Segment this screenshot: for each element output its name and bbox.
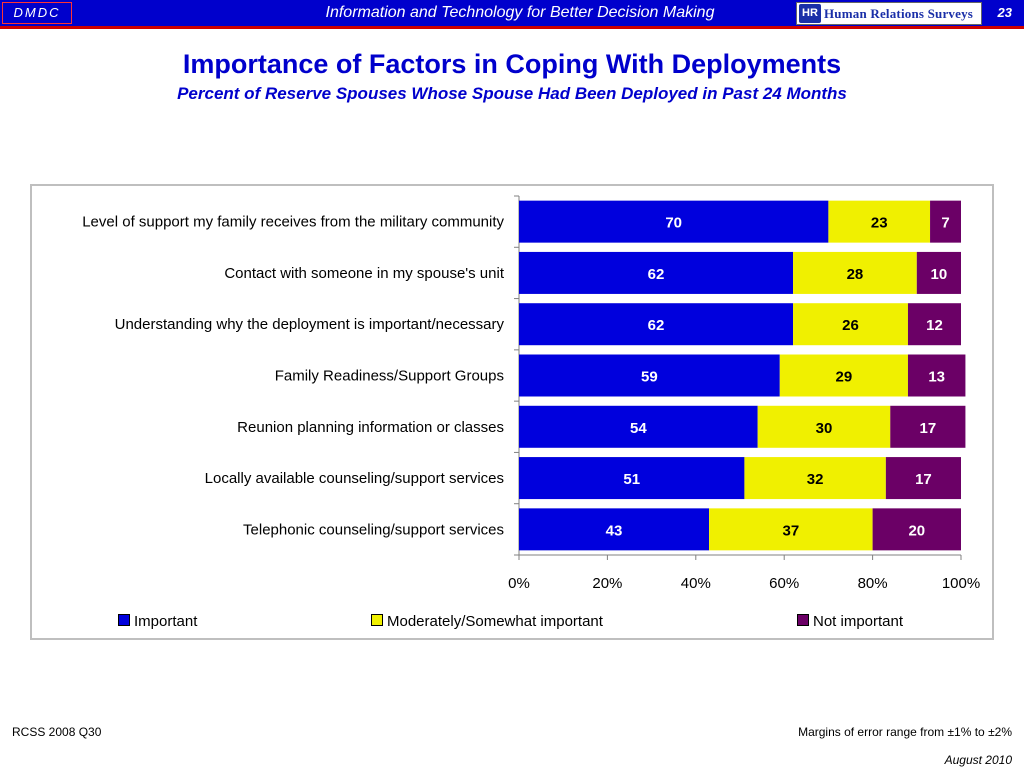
legend-important: Important bbox=[118, 613, 197, 630]
legend-not-important: Not important bbox=[797, 613, 903, 630]
header-rule bbox=[0, 26, 1024, 29]
bar-segment bbox=[793, 251, 917, 294]
category-label: Telephonic counseling/support services bbox=[243, 521, 504, 538]
data-label: 26 bbox=[842, 317, 859, 334]
data-label: 54 bbox=[630, 420, 647, 437]
x-tick-label: 60% bbox=[769, 575, 799, 592]
legend-label: Not important bbox=[813, 613, 904, 630]
page-title: Importance of Factors in Coping With Dep… bbox=[182, 49, 842, 79]
bar-segment bbox=[519, 354, 780, 397]
data-label: 28 bbox=[847, 266, 864, 283]
data-label: 70 bbox=[665, 215, 682, 232]
category-label: Reunion planning information or classes bbox=[237, 419, 504, 436]
hrs-logo-text: Human Relations Surveys bbox=[824, 6, 974, 21]
legend-label: Moderately/Somewhat important bbox=[387, 613, 603, 630]
data-label: 7 bbox=[941, 215, 949, 232]
data-label: 29 bbox=[836, 369, 853, 386]
category-label: Locally available counseling/support ser… bbox=[205, 470, 504, 487]
x-tick-label: 0% bbox=[508, 575, 530, 592]
data-label: 62 bbox=[648, 266, 665, 283]
bar-segment bbox=[779, 354, 908, 397]
legend-label: Important bbox=[134, 613, 198, 630]
data-label: 62 bbox=[648, 317, 665, 334]
data-label: 10 bbox=[931, 266, 948, 283]
legend-swatch-icon bbox=[371, 614, 383, 626]
header-title: Information and Technology for Better De… bbox=[325, 4, 715, 21]
legend-moderately: Moderately/Somewhat important bbox=[371, 613, 603, 630]
bar-segment bbox=[930, 200, 961, 243]
bar-segment bbox=[885, 457, 961, 500]
data-label: 23 bbox=[871, 215, 888, 232]
hrs-logo-mark: HR bbox=[799, 4, 821, 23]
data-label: 43 bbox=[606, 522, 623, 539]
x-tick-label: 20% bbox=[592, 575, 622, 592]
bar-segment bbox=[519, 251, 794, 294]
data-label: 59 bbox=[641, 369, 658, 386]
data-label: 30 bbox=[816, 420, 833, 437]
page-subtitle: Percent of Reserve Spouses Whose Spouse … bbox=[177, 84, 847, 103]
data-label: 32 bbox=[807, 471, 824, 488]
category-label: Contact with someone in my spouse's unit bbox=[224, 265, 505, 282]
bar-segment bbox=[519, 200, 829, 243]
data-label: 17 bbox=[920, 420, 937, 437]
bar-segment bbox=[519, 457, 745, 500]
bar-segment bbox=[872, 508, 961, 551]
source-note: RCSS 2008 Q30 bbox=[12, 725, 102, 739]
bar-segment bbox=[907, 303, 961, 346]
bar-segment bbox=[793, 303, 908, 346]
data-label: 51 bbox=[623, 471, 640, 488]
bar-segment bbox=[890, 405, 966, 448]
data-label: 17 bbox=[915, 471, 932, 488]
bar-segment bbox=[519, 303, 794, 346]
category-label: Understanding why the deployment is impo… bbox=[115, 316, 505, 333]
x-tick-label: 100% bbox=[942, 575, 980, 592]
data-label: 13 bbox=[928, 369, 945, 386]
legend-swatch-icon bbox=[797, 614, 809, 626]
x-tick-label: 40% bbox=[681, 575, 711, 592]
bar-segment bbox=[828, 200, 931, 243]
page-number: 23 bbox=[997, 5, 1012, 20]
hrs-logo: HR Human Relations Surveys bbox=[796, 2, 982, 25]
bar-segment bbox=[907, 354, 966, 397]
footer-date: August 2010 bbox=[944, 753, 1012, 767]
bar-segment bbox=[709, 508, 873, 551]
margin-of-error-note: Margins of error range from ±1% to ±2% bbox=[798, 725, 1012, 739]
bar-segment bbox=[757, 405, 891, 448]
legend-swatch-icon bbox=[118, 614, 130, 626]
category-label: Level of support my family receives from… bbox=[82, 214, 504, 231]
bar-segment bbox=[916, 251, 961, 294]
data-label: 20 bbox=[908, 522, 925, 539]
bar-segment bbox=[519, 405, 758, 448]
data-label: 12 bbox=[926, 317, 943, 334]
bar-segment bbox=[519, 508, 710, 551]
bar-segment bbox=[744, 457, 886, 500]
x-tick-label: 80% bbox=[858, 575, 888, 592]
data-label: 37 bbox=[782, 522, 799, 539]
category-label: Family Readiness/Support Groups bbox=[275, 368, 504, 385]
dmdc-logo: DMDC bbox=[2, 2, 72, 24]
